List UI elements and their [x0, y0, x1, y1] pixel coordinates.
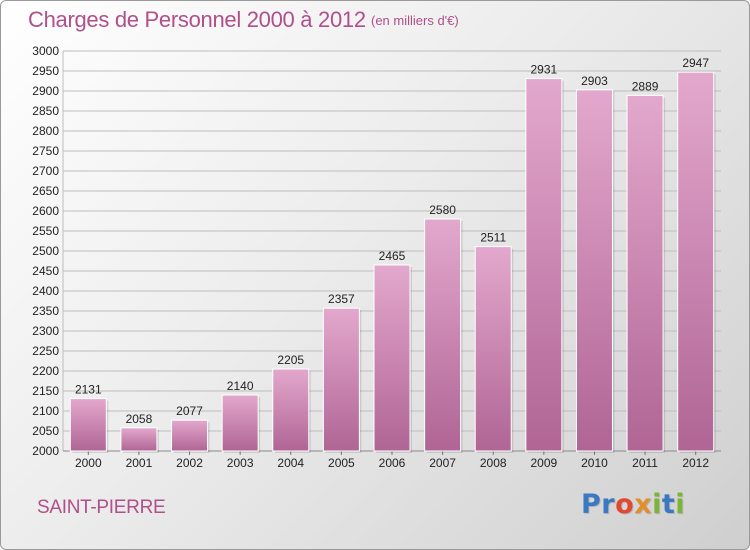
bar-2009 — [525, 78, 563, 452]
labels: 2000 2050 2100 2150 2200 2250 2300 2350 2400 2450… — [32, 44, 709, 470]
bar-2001 — [120, 427, 158, 452]
bar-2011 — [626, 94, 664, 452]
y-tick-label: 2700 — [32, 164, 59, 178]
logo-letter: r — [601, 489, 616, 520]
bar-2007 — [424, 218, 462, 452]
y-tick-label: 2350 — [32, 304, 59, 318]
x-tick-label-2010: 2010 — [581, 456, 608, 470]
data-label-2004: 2205 — [277, 353, 304, 367]
y-tick-label: 2500 — [32, 244, 59, 258]
y-tick-label: 2150 — [32, 384, 59, 398]
y-tick-label: 2000 — [32, 444, 59, 458]
data-label-2001: 2058 — [126, 412, 153, 426]
x-tick-label-2008: 2008 — [480, 456, 507, 470]
x-tick-label-2000: 2000 — [75, 456, 102, 470]
x-tick-label-2002: 2002 — [176, 456, 203, 470]
logo-letter: P — [581, 489, 602, 520]
y-tick-label: 2100 — [32, 404, 59, 418]
logo-letter: i — [675, 489, 686, 520]
x-tick-label-2004: 2004 — [277, 456, 304, 470]
proxiti-logo[interactable]: Proxiti — [581, 489, 685, 520]
bar-2012 — [677, 71, 715, 452]
data-label-2000: 2131 — [75, 383, 102, 397]
y-tick-label: 2650 — [32, 184, 59, 198]
bar-2002 — [171, 419, 209, 452]
x-tick-label-2001: 2001 — [126, 456, 153, 470]
chart-title: Charges de Personnel 2000 à 2012 — [28, 7, 366, 32]
logo-letter: i — [652, 489, 662, 520]
y-tick-label: 2550 — [32, 224, 59, 238]
x-tick-label-2007: 2007 — [429, 456, 456, 470]
chart-unit: (en milliers d'€) — [371, 13, 459, 28]
bar-2005 — [322, 307, 360, 452]
logo-letter: o — [615, 489, 635, 520]
y-tick-label: 2600 — [32, 204, 59, 218]
y-tick-label: 2300 — [32, 324, 59, 338]
y-tick-label: 2200 — [32, 364, 59, 378]
data-label-2002: 2077 — [176, 404, 203, 418]
data-label-2012: 2947 — [682, 56, 709, 70]
data-label-2005: 2357 — [328, 292, 355, 306]
bar-2010 — [575, 89, 613, 452]
y-tick-label: 2400 — [32, 284, 59, 298]
bar-2003 — [221, 394, 259, 452]
data-label-2006: 2465 — [379, 249, 406, 263]
y-tick-label: 2900 — [32, 84, 59, 98]
bar-2004 — [272, 368, 310, 452]
y-tick-label: 2950 — [32, 64, 59, 78]
data-label-2011: 2889 — [632, 79, 659, 93]
data-label-2003: 2140 — [227, 379, 254, 393]
y-tick-label: 2850 — [32, 104, 59, 118]
x-tick-label-2005: 2005 — [328, 456, 355, 470]
bar-2006 — [373, 264, 411, 452]
bar-2000 — [69, 398, 107, 452]
x-tick-label-2009: 2009 — [530, 456, 557, 470]
location-name: SAINT-PIERRE — [37, 497, 166, 518]
data-label-2009: 2931 — [530, 63, 557, 77]
y-tick-label: 2450 — [32, 264, 59, 278]
logo-letter: t — [661, 489, 676, 520]
logo-letter: x — [634, 489, 653, 520]
y-tick-label: 2800 — [32, 124, 59, 138]
data-label-2010: 2903 — [581, 74, 608, 88]
x-tick-label-2006: 2006 — [379, 456, 406, 470]
bars — [69, 71, 716, 454]
x-tick-label-2012: 2012 — [682, 456, 709, 470]
bar-2008 — [474, 246, 512, 452]
y-tick-label: 3000 — [32, 44, 59, 58]
data-label-2007: 2580 — [429, 203, 456, 217]
y-tick-label: 2050 — [32, 424, 59, 438]
y-tick-label: 2750 — [32, 144, 59, 158]
x-tick-label-2011: 2011 — [632, 456, 658, 470]
x-tick-label-2003: 2003 — [227, 456, 254, 470]
data-label-2008: 2511 — [480, 231, 506, 245]
y-tick-label: 2250 — [32, 344, 59, 358]
